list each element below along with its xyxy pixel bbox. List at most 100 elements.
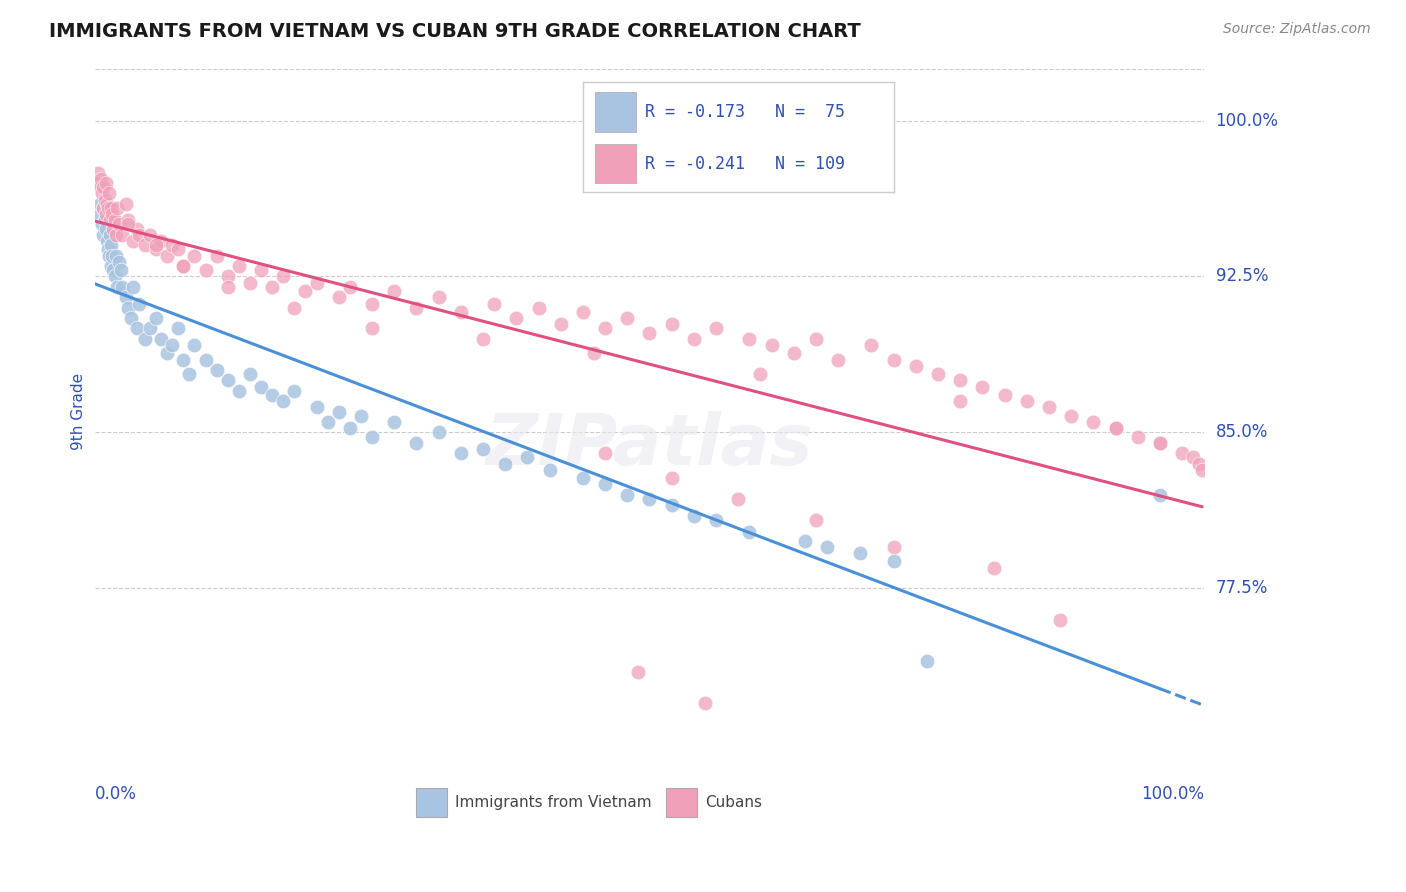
Point xyxy=(550,318,572,332)
Point xyxy=(593,477,616,491)
Point xyxy=(1188,457,1211,471)
Point xyxy=(125,221,148,235)
Point xyxy=(949,394,972,409)
Point xyxy=(482,296,505,310)
Point xyxy=(105,280,128,294)
Point xyxy=(472,332,495,346)
Point xyxy=(472,442,495,456)
Point xyxy=(271,269,294,284)
Point xyxy=(704,513,727,527)
Point xyxy=(1149,488,1171,502)
Point xyxy=(783,346,806,360)
Point xyxy=(145,243,167,257)
Point xyxy=(120,311,142,326)
Point xyxy=(661,318,683,332)
Point xyxy=(328,290,350,304)
Point xyxy=(94,221,117,235)
Point xyxy=(134,238,156,252)
Point xyxy=(1083,415,1105,429)
Point xyxy=(150,332,173,346)
Point xyxy=(761,338,783,352)
Point xyxy=(283,301,305,315)
Point xyxy=(427,425,450,440)
Text: 0.0%: 0.0% xyxy=(94,785,136,804)
Point xyxy=(538,463,561,477)
Point xyxy=(1038,401,1060,415)
Point xyxy=(156,346,179,360)
Point xyxy=(516,450,538,465)
Point xyxy=(93,201,115,215)
Point xyxy=(90,171,112,186)
Point xyxy=(883,540,905,554)
Point xyxy=(1171,446,1194,460)
Point xyxy=(815,540,838,554)
Point xyxy=(593,321,616,335)
Point xyxy=(96,196,118,211)
Point xyxy=(166,243,188,257)
Point xyxy=(250,380,273,394)
Point xyxy=(103,213,125,227)
Point xyxy=(183,338,205,352)
Point xyxy=(616,488,638,502)
Point xyxy=(205,363,228,377)
Point xyxy=(239,368,262,382)
Point xyxy=(134,332,156,346)
Point xyxy=(350,409,373,423)
Point xyxy=(89,207,111,221)
Point xyxy=(128,296,150,310)
Point xyxy=(1182,450,1205,465)
Point xyxy=(94,196,117,211)
Point xyxy=(194,263,217,277)
Point xyxy=(262,280,284,294)
Point xyxy=(122,280,145,294)
Point xyxy=(316,415,339,429)
Point xyxy=(87,176,110,190)
Point xyxy=(1049,613,1071,627)
Point xyxy=(339,421,361,435)
Point xyxy=(205,249,228,263)
Point xyxy=(305,401,328,415)
Point xyxy=(91,218,114,232)
Point xyxy=(98,249,121,263)
Point xyxy=(183,249,205,263)
Point xyxy=(101,207,124,221)
Point xyxy=(361,321,384,335)
Text: 92.5%: 92.5% xyxy=(1216,268,1268,285)
Point xyxy=(110,263,132,277)
Point xyxy=(294,284,316,298)
Point xyxy=(405,301,427,315)
Point xyxy=(217,280,239,294)
Point xyxy=(100,259,122,273)
Point xyxy=(638,491,661,506)
Point xyxy=(572,305,595,319)
Point xyxy=(239,276,262,290)
Text: 77.5%: 77.5% xyxy=(1216,580,1268,598)
Point xyxy=(117,301,139,315)
Point xyxy=(627,665,650,679)
Point xyxy=(582,346,605,360)
Point xyxy=(96,234,118,248)
Point xyxy=(262,388,284,402)
Point xyxy=(1149,435,1171,450)
Point xyxy=(661,471,683,485)
Point xyxy=(194,352,217,367)
Point xyxy=(749,368,772,382)
Point xyxy=(972,380,994,394)
Point xyxy=(427,290,450,304)
Point xyxy=(738,525,761,540)
Point xyxy=(162,338,184,352)
Point xyxy=(97,201,120,215)
Point xyxy=(271,394,294,409)
Point xyxy=(228,384,250,398)
Point xyxy=(98,186,121,201)
Point xyxy=(738,332,761,346)
Point xyxy=(172,352,194,367)
Text: 85.0%: 85.0% xyxy=(1216,424,1268,442)
Point xyxy=(827,352,849,367)
Point xyxy=(139,227,162,242)
Point xyxy=(94,207,117,221)
Point xyxy=(616,311,638,326)
Point xyxy=(361,296,384,310)
Point xyxy=(166,321,188,335)
Point xyxy=(1015,394,1038,409)
